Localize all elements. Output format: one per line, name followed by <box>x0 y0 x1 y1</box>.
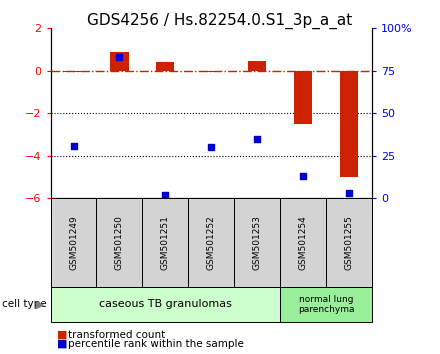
Bar <box>110 52 128 71</box>
Bar <box>294 71 312 124</box>
Text: GSM501249: GSM501249 <box>69 215 78 270</box>
Text: ■: ■ <box>57 330 68 339</box>
Text: GSM501250: GSM501250 <box>115 215 124 270</box>
Text: GSM501251: GSM501251 <box>161 215 170 270</box>
Text: caseous TB granulomas: caseous TB granulomas <box>99 299 232 309</box>
Text: GSM501253: GSM501253 <box>253 215 262 270</box>
Text: GSM501254: GSM501254 <box>298 215 308 270</box>
Text: transformed count: transformed count <box>68 330 165 339</box>
Bar <box>340 71 358 177</box>
Bar <box>202 71 220 72</box>
Bar <box>248 61 266 71</box>
Point <box>70 143 77 148</box>
Point <box>116 55 123 60</box>
Text: GSM501252: GSM501252 <box>207 215 216 270</box>
Point <box>208 144 215 150</box>
Point <box>162 192 169 198</box>
Text: percentile rank within the sample: percentile rank within the sample <box>68 339 244 349</box>
Point <box>300 173 307 179</box>
Text: normal lung
parenchyma: normal lung parenchyma <box>298 295 354 314</box>
Point <box>345 190 352 196</box>
Text: ▶: ▶ <box>36 299 44 309</box>
Text: ■: ■ <box>57 339 68 349</box>
Bar <box>64 71 83 72</box>
Point <box>253 136 260 142</box>
Text: GDS4256 / Hs.82254.0.S1_3p_a_at: GDS4256 / Hs.82254.0.S1_3p_a_at <box>88 12 352 29</box>
Text: GSM501255: GSM501255 <box>345 215 353 270</box>
Bar <box>156 62 175 71</box>
Text: cell type: cell type <box>2 299 47 309</box>
